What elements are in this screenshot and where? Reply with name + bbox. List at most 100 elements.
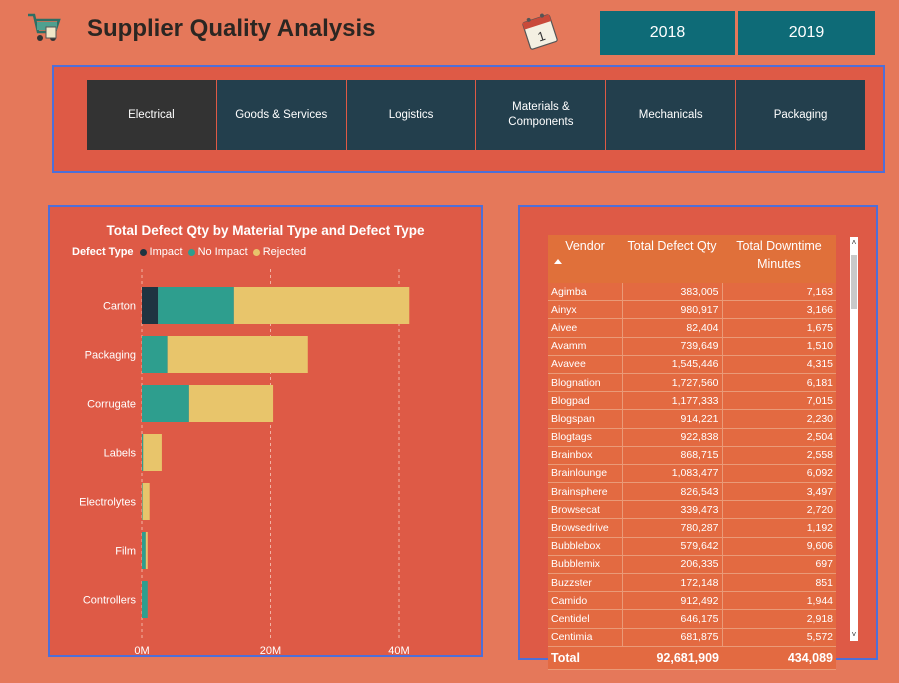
legend-dot-icon (139, 248, 147, 256)
bar-no-impact-packaging[interactable] (142, 336, 168, 373)
downtime-cell: 2,504 (721, 428, 836, 447)
bar-rejected-carton[interactable] (233, 287, 410, 324)
defect-qty-cell: 172,148 (621, 573, 722, 593)
table-row[interactable]: Buzzster 172,148 851 (548, 573, 836, 593)
table-row[interactable]: Aivee 82,404 1,675 (548, 318, 836, 338)
table-row[interactable]: Blogtags 922,838 2,504 (548, 428, 836, 447)
x-tick-label: 20M (260, 645, 281, 655)
table-row[interactable]: Agimba 383,005 7,163 (548, 283, 836, 302)
downtime-cell: 7,015 (721, 391, 836, 411)
table-scrollbar[interactable] (850, 237, 858, 641)
bar-rejected-corrugate[interactable] (188, 385, 274, 422)
legend-item-rejected[interactable]: Rejected (252, 246, 307, 258)
vendor-cell: Centidel (548, 609, 622, 629)
vendor-cell: Ainyx (548, 300, 622, 320)
vendor-cell: Buzzster (548, 573, 622, 593)
defect-qty-cell: 681,875 (621, 628, 722, 647)
total-defect-qty: 92,681,909 (622, 646, 722, 670)
downtime-cell: 697 (721, 555, 836, 575)
tab-materials-components[interactable]: Materials & Components (476, 80, 606, 150)
defect-qty-cell: 1,083,477 (621, 464, 722, 484)
table-row[interactable]: Bubblebox 579,642 9,606 (548, 537, 836, 556)
vendor-cell: Centimia (548, 628, 622, 647)
scroll-down-icon[interactable]: ˅ (851, 630, 857, 639)
bar-rejected-labels[interactable] (143, 434, 162, 471)
bar-rejected-packaging[interactable] (167, 336, 308, 373)
table-row[interactable]: Camido 912,492 1,944 (548, 591, 836, 611)
defect-qty-cell: 646,175 (621, 609, 722, 629)
tab-goods-services[interactable]: Goods & Services (216, 80, 346, 150)
tab-logistics[interactable]: Logistics (346, 80, 476, 150)
table-row[interactable]: Blogpad 1,177,333 7,015 (548, 391, 836, 411)
table-row[interactable]: Brainbox 868,715 2,558 (548, 446, 836, 465)
bar-no-impact-labels[interactable] (142, 434, 144, 471)
bar-no-impact-electrolytes[interactable] (142, 483, 143, 520)
total-label: Total (548, 646, 622, 670)
legend-item-no-impact[interactable]: No Impact (187, 246, 248, 258)
vendor-cell: Blogspan (548, 409, 622, 429)
downtime-cell: 1,944 (721, 591, 836, 611)
shopping-cart-icon (28, 13, 61, 41)
defect-qty-cell: 1,177,333 (621, 391, 722, 411)
scrollbar-thumb[interactable] (851, 255, 857, 309)
sort-ascending-icon[interactable] (554, 259, 562, 264)
legend-label: Rejected (262, 246, 307, 258)
x-tick-label: 0M (134, 645, 149, 655)
vendor-cell: Brainsphere (548, 482, 622, 502)
bar-rejected-electrolytes[interactable] (142, 483, 150, 520)
bar-no-impact-corrugate[interactable] (142, 385, 189, 422)
downtime-cell: 3,166 (721, 300, 836, 320)
vendor-column-header[interactable]: Vendor (548, 235, 622, 283)
total-row: Total 92,681,909 434,089 (548, 646, 836, 670)
tab-electrical[interactable]: Electrical (87, 80, 216, 150)
table-row[interactable]: Brainlounge 1,083,477 6,092 (548, 464, 836, 484)
page-title: Supplier Quality Analysis (87, 15, 376, 42)
calendar-icon: 1 (522, 13, 558, 50)
vendor-cell: Agimba (548, 283, 622, 302)
table-row[interactable]: Blogspan 914,221 2,230 (548, 409, 836, 429)
vendor-cell: Browsecat (548, 500, 622, 520)
category-label: Electrolytes (79, 497, 136, 509)
downtime-cell: 9,606 (721, 537, 836, 556)
table-row[interactable]: Ainyx 980,917 3,166 (548, 300, 836, 320)
vendor-cell: Avamm (548, 337, 622, 356)
downtime-cell: 2,230 (721, 409, 836, 429)
bar-no-impact-carton[interactable] (158, 287, 234, 324)
table-row[interactable]: Brainsphere 826,543 3,497 (548, 482, 836, 502)
downtime-column-header[interactable]: Total Downtime Minutes (722, 235, 836, 283)
defect-qty-cell: 780,287 (621, 518, 722, 538)
table-row[interactable]: Avavee 1,545,446 4,315 (548, 355, 836, 374)
vendor-cell: Browsedrive (548, 518, 622, 538)
defect-qty-cell: 980,917 (621, 300, 722, 320)
tab-packaging[interactable]: Packaging (736, 80, 865, 150)
vendor-cell: Blognation (548, 373, 622, 393)
bar-no-impact-film[interactable] (142, 532, 146, 569)
table-row[interactable]: Browsecat 339,473 2,720 (548, 500, 836, 520)
table-row[interactable]: Blognation 1,727,560 6,181 (548, 373, 836, 393)
category-label: Labels (104, 448, 137, 460)
defect-qty-cell: 206,335 (621, 555, 722, 575)
downtime-cell: 2,918 (721, 609, 836, 629)
table-row[interactable]: Centimia 681,875 5,572 (548, 628, 836, 647)
table-row[interactable]: Browsedrive 780,287 1,192 (548, 518, 836, 538)
defect-qty-column-header[interactable]: Total Defect Qty (622, 235, 722, 283)
bar-no-impact-controllers[interactable] (142, 581, 148, 618)
scroll-up-icon[interactable]: ˄ (851, 238, 857, 247)
vendor-cell: Camido (548, 591, 622, 611)
table-row[interactable]: Bubblemix 206,335 697 (548, 555, 836, 575)
legend-item-impact[interactable]: Impact (139, 246, 183, 258)
bar-rejected-film[interactable] (145, 532, 148, 569)
year-button-2018[interactable]: 2018 (600, 11, 735, 55)
downtime-cell: 2,720 (721, 500, 836, 520)
vendor-cell: Bubblemix (548, 555, 622, 575)
vendor-cell: Blogpad (548, 391, 622, 411)
category-label: Film (115, 546, 136, 558)
material-type-tabs: Electrical Goods & Services Logistics Ma… (87, 80, 865, 150)
tab-mechanicals[interactable]: Mechanicals (606, 80, 736, 150)
table-row[interactable]: Centidel 646,175 2,918 (548, 609, 836, 629)
defect-qty-cell: 1,545,446 (621, 355, 722, 374)
table-row[interactable]: Avamm 739,649 1,510 (548, 337, 836, 356)
year-button-2019[interactable]: 2019 (738, 11, 875, 55)
bar-impact-carton[interactable] (142, 287, 159, 324)
vendor-cell: Brainlounge (548, 464, 622, 484)
